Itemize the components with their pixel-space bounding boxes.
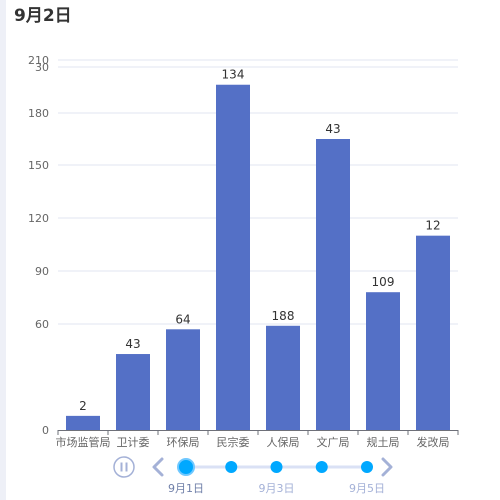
left-edge-strip <box>0 0 6 500</box>
pause-icon <box>125 462 128 472</box>
bar-data-label: 43 <box>125 337 140 351</box>
timeline-label: 9月5日 <box>349 482 385 495</box>
y-tick-label: 210 <box>28 54 49 67</box>
timeline-dot[interactable] <box>225 461 238 473</box>
bar-data-labels: 2 43 64 134 188 43 109 12 <box>79 68 440 413</box>
timeline-dot[interactable] <box>315 461 328 473</box>
bar <box>66 415 100 430</box>
y-tick-label: 30 <box>35 61 49 74</box>
bar-data-label: 64 <box>175 312 190 326</box>
pause-icon <box>120 462 123 472</box>
bar <box>116 354 150 430</box>
x-tick-label: 卫计委 <box>117 436 150 449</box>
timeline-dot[interactable] <box>270 461 283 473</box>
bar-data-label: 109 <box>372 275 395 289</box>
bar <box>166 329 200 430</box>
timeline: 9月1日 9月3日 9月5日 <box>113 456 393 495</box>
y-tick-label: 180 <box>28 107 49 120</box>
bar-data-label: 134 <box>222 68 245 82</box>
bar-data-label: 188 <box>272 309 295 323</box>
bars <box>66 84 450 430</box>
bar <box>416 235 450 430</box>
timeline-label: 9月1日 <box>168 482 204 495</box>
x-axis: 市场监管局 卫计委 环保局 民宗委 人保局 文广局 规土局 发改局 <box>56 430 459 449</box>
x-tick-label: 规土局 <box>367 435 400 449</box>
grid-lines <box>58 59 458 325</box>
bar <box>266 325 300 430</box>
x-tick-label: 市场监管局 <box>56 435 111 449</box>
bar <box>316 139 350 430</box>
y-tick-label: 120 <box>28 212 49 225</box>
x-tick-label: 发改局 <box>417 435 450 449</box>
x-tick-label: 民宗委 <box>217 435 250 449</box>
chevron-right-icon[interactable] <box>381 457 393 477</box>
x-tick-label: 文广局 <box>317 435 350 449</box>
timeline-dot[interactable] <box>361 461 373 473</box>
bar <box>216 84 250 430</box>
pause-button[interactable] <box>113 456 135 478</box>
timeline-current-dot[interactable] <box>177 458 195 476</box>
y-tick-label: 150 <box>28 159 49 172</box>
y-tick-label: 60 <box>35 318 49 331</box>
bar-data-label: 12 <box>425 219 440 233</box>
y-tick-label: 0 <box>42 424 49 437</box>
chart-title: 9月2日 <box>14 6 72 26</box>
x-tick-label: 人保局 <box>267 435 300 449</box>
bar-data-label: 43 <box>325 122 340 136</box>
chevron-left-icon[interactable] <box>152 457 164 477</box>
bar <box>366 292 400 430</box>
y-tick-label: 90 <box>35 265 49 278</box>
timeline-label: 9月3日 <box>259 482 295 495</box>
x-tick-label: 环保局 <box>167 435 200 449</box>
bar-data-label: 2 <box>79 399 87 413</box>
